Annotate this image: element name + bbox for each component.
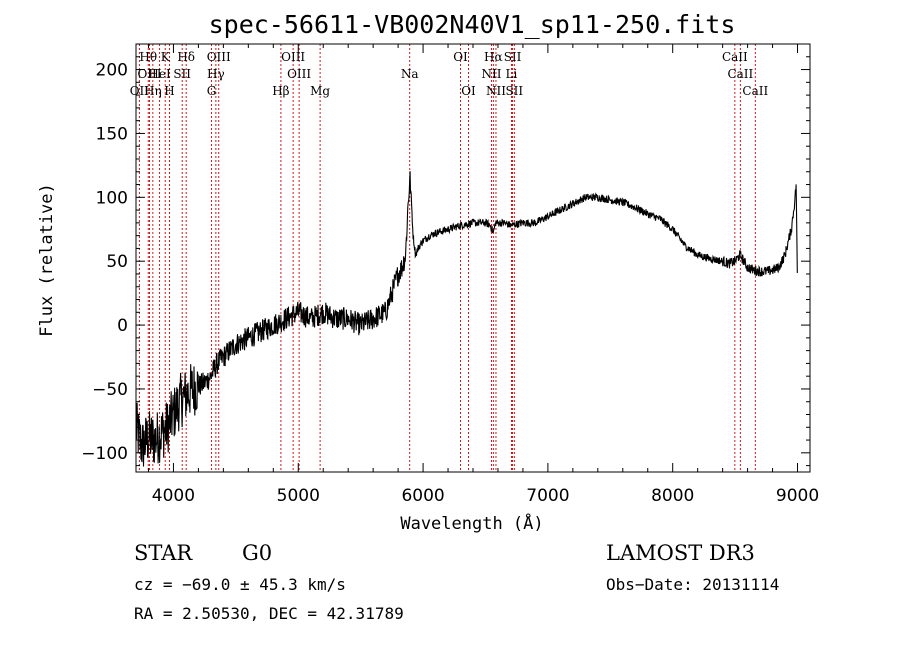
chart-title: spec-56611-VB002N40V1_sp11-250.fits (209, 10, 736, 39)
line-label-26: CaII (727, 67, 753, 81)
line-label-1: OIII (137, 67, 161, 81)
line-label-11: G (207, 84, 217, 98)
x-tick-label-2: 6000 (401, 486, 444, 506)
line-label-16: Na (401, 67, 419, 81)
y-tick-label-3: 50 (106, 252, 128, 272)
x-tick-label-3: 7000 (526, 486, 569, 506)
line-label-20: NII (481, 67, 501, 81)
line-label-22: SII (504, 50, 522, 64)
x-tick-label-4: 8000 (651, 486, 694, 506)
obs-date-text: Obs−Date: 20131114 (606, 575, 779, 594)
line-label-25: CaII (722, 50, 748, 64)
redshift-text: cz = −69.0 ± 45.3 km/s (134, 575, 346, 594)
x-tick-label-5: 9000 (776, 486, 819, 506)
line-label-2: OII (130, 84, 150, 98)
y-tick-label-0: −100 (81, 444, 128, 464)
spectral-line-markers (138, 44, 756, 472)
line-label-24: SII (505, 84, 523, 98)
y-tick-label-5: 150 (96, 124, 128, 144)
x-axis-label: Wavelength (Å) (400, 512, 543, 534)
y-axis-label: Flux (relative) (37, 183, 57, 337)
object-class: STAR (134, 541, 193, 565)
line-label-4: HeI (148, 67, 171, 81)
line-label-8: Hδ (177, 50, 195, 64)
survey-name: LAMOST DR3 (606, 541, 755, 565)
spectrum-line (135, 171, 798, 467)
x-axis: 4000 5000 6000 7000 8000 9000 (147, 44, 819, 506)
line-label-5: K (161, 50, 171, 64)
line-label-3: Hη (144, 84, 162, 98)
y-axis: −100 −50 0 50 100 150 200 (81, 43, 810, 467)
y-tick-label-1: −50 (92, 380, 128, 400)
line-label-21: NII (486, 84, 506, 98)
line-label-19: Hα (484, 50, 503, 64)
line-label-0: Hθ (139, 50, 157, 64)
line-label-18: OI (461, 84, 476, 98)
line-label-7: SII (173, 67, 191, 81)
y-tick-label-4: 100 (96, 188, 128, 208)
y-tick-label-2: 0 (117, 316, 128, 336)
x-tick-label-1: 5000 (277, 486, 320, 506)
line-label-10: Hγ (207, 67, 225, 81)
coordinates-text: RA = 2.50530, DEC = 42.31789 (134, 604, 404, 623)
line-label-9: OIII (207, 50, 231, 64)
line-label-12: Hβ (272, 84, 289, 98)
line-label-17: OI (453, 50, 468, 64)
line-label-14: OIII (287, 67, 311, 81)
line-label-6: H (164, 84, 174, 98)
line-label-13: OIII (281, 50, 305, 64)
object-subclass: G0 (242, 541, 272, 565)
line-label-23: Li (506, 67, 518, 81)
x-tick-label-0: 4000 (152, 486, 195, 506)
line-label-27: CaII (742, 84, 768, 98)
line-label-15: Mg (310, 84, 330, 98)
y-tick-label-6: 200 (96, 61, 128, 81)
